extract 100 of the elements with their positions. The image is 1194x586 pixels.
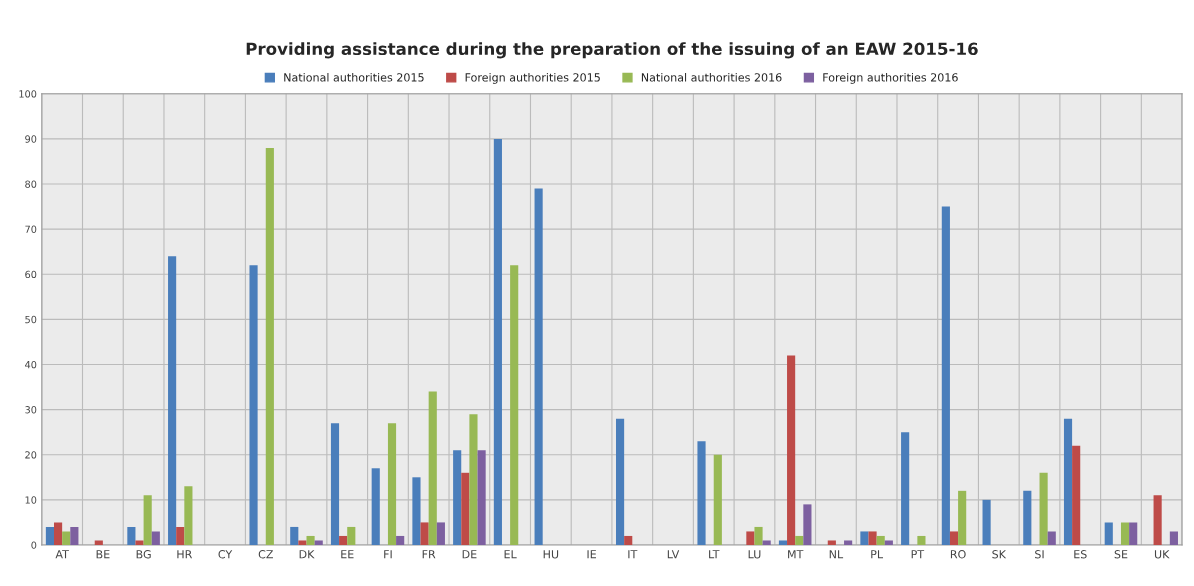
bar	[844, 540, 853, 545]
bar	[420, 522, 429, 545]
bar	[453, 450, 462, 545]
bar	[493, 138, 502, 545]
bar	[958, 490, 967, 545]
bar	[868, 531, 877, 545]
bar	[306, 535, 315, 545]
bar	[249, 265, 258, 545]
bar	[396, 535, 405, 545]
legend-label: Foreign authorities 2015	[465, 73, 600, 84]
bar	[168, 256, 177, 545]
bar	[917, 535, 926, 545]
x-tick-label: HU	[543, 550, 559, 559]
y-tick-label: 80	[25, 180, 37, 188]
x-tick-label: PT	[911, 550, 925, 559]
bar	[70, 526, 79, 545]
x-tick-label: BE	[96, 550, 110, 559]
y-tick-label: 40	[25, 360, 37, 369]
x-tick-label: RO	[950, 550, 966, 559]
bar	[371, 468, 380, 545]
x-tick-label: PL	[871, 550, 884, 559]
bar	[827, 540, 836, 545]
bar	[339, 535, 348, 545]
bar	[762, 540, 771, 545]
bar	[428, 391, 437, 545]
bar	[143, 495, 152, 545]
x-tick-label: CY	[218, 550, 233, 559]
y-tick-label: 70	[25, 225, 37, 233]
bar	[1023, 490, 1032, 545]
bar	[1153, 495, 1162, 545]
x-tick-label: NL	[829, 550, 844, 559]
bar	[127, 526, 136, 545]
x-tick-label: MT	[788, 550, 804, 559]
bar	[803, 504, 812, 545]
bar	[461, 472, 470, 545]
y-tick-label: 100	[19, 90, 37, 98]
bar	[176, 526, 185, 545]
x-tick-label: EE	[341, 550, 354, 559]
bar	[94, 540, 103, 545]
legend-label: National authorities 2015	[284, 73, 424, 82]
bar	[314, 540, 323, 545]
x-tick-label: ES	[1074, 550, 1087, 559]
bar	[412, 477, 421, 545]
bar	[151, 531, 160, 545]
x-tick-label: EL	[504, 550, 517, 559]
bar	[436, 522, 445, 545]
x-tick-label: IE	[587, 550, 596, 559]
bar	[787, 355, 796, 545]
x-tick-label: LT	[709, 550, 720, 559]
bar	[941, 206, 950, 545]
bar	[1072, 445, 1081, 545]
x-tick-label: BG	[136, 550, 151, 559]
bar	[477, 450, 486, 545]
y-tick-label: 90	[25, 135, 37, 143]
y-tick-label: 20	[25, 451, 37, 459]
bar	[754, 526, 763, 545]
bar	[510, 265, 519, 545]
x-tick-label: AT	[55, 550, 69, 559]
bar	[860, 531, 869, 545]
x-tick-label: SE	[1114, 550, 1128, 559]
bar	[1129, 522, 1138, 545]
legend-label: National authorities 2016	[641, 73, 782, 82]
x-tick-label: LU	[748, 550, 761, 559]
chart-title: Providing assistance during the preparation of the issuing of an EAW 2015-16	[246, 42, 978, 59]
bar	[347, 526, 356, 545]
bar	[534, 188, 543, 545]
bar	[1047, 531, 1056, 545]
x-tick-label: FR	[422, 550, 436, 559]
y-tick-label: 30	[25, 406, 37, 414]
bar	[697, 441, 706, 545]
bar	[949, 531, 959, 545]
bar	[1063, 418, 1073, 545]
bar	[184, 486, 193, 545]
bar	[901, 432, 910, 545]
bar	[778, 540, 788, 545]
x-tick-label: SK	[992, 550, 1007, 559]
bar	[1169, 531, 1178, 545]
bar	[265, 147, 274, 545]
y-tick-label: 10	[25, 496, 37, 504]
x-tick-label: FI	[384, 550, 392, 559]
bar	[876, 535, 885, 545]
bar	[54, 522, 63, 545]
legend-label: Foreign authorities 2016	[823, 73, 958, 84]
bar	[982, 499, 991, 545]
bar	[616, 418, 625, 545]
x-tick-label: UK	[1154, 550, 1170, 559]
bar	[1104, 522, 1113, 545]
x-tick-label: SI	[1035, 550, 1044, 559]
bar	[135, 540, 144, 545]
y-tick-label: 50	[25, 315, 37, 324]
bar	[1039, 472, 1048, 545]
bar	[884, 540, 893, 545]
bar	[330, 423, 340, 545]
x-tick-label: DE	[462, 550, 477, 559]
y-tick-label: 60	[25, 270, 37, 279]
bar	[290, 526, 299, 545]
bar	[1120, 522, 1130, 545]
bar	[45, 526, 55, 545]
bar	[746, 531, 755, 545]
x-tick-label: DK	[299, 550, 315, 559]
